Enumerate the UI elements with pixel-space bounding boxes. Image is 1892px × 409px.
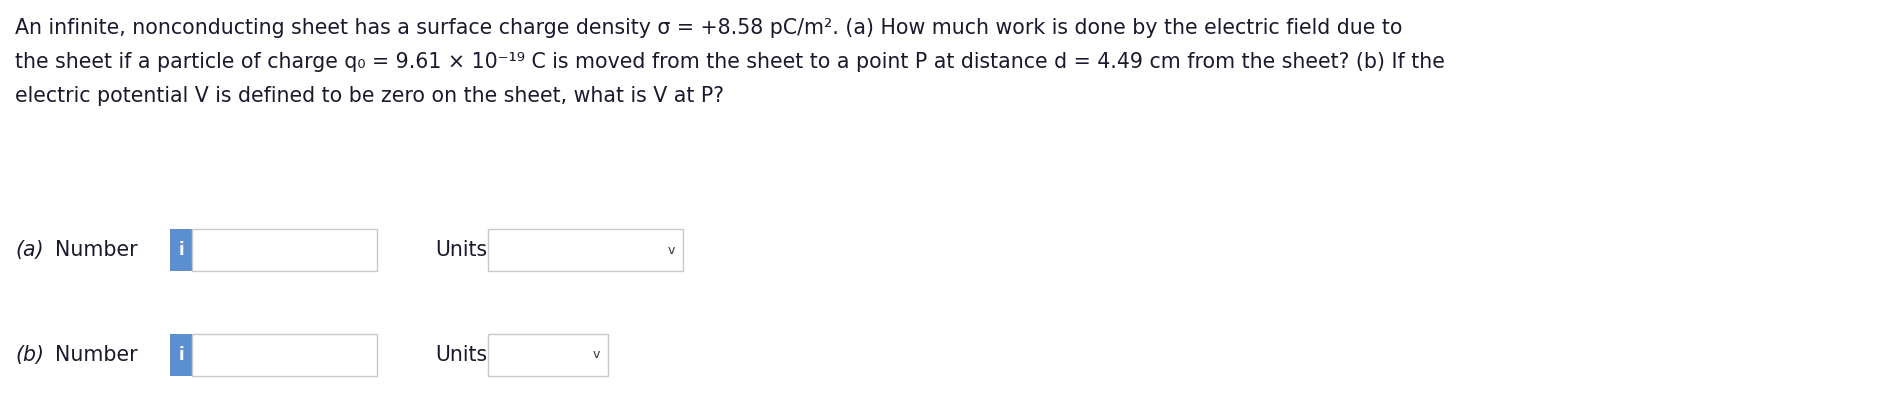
Text: Number: Number: [55, 240, 138, 260]
Text: v: v: [668, 243, 675, 256]
FancyBboxPatch shape: [170, 334, 191, 376]
Text: Units: Units: [435, 240, 486, 260]
Text: An infinite, nonconducting sheet has a surface charge density σ = +8.58 pC/m². (: An infinite, nonconducting sheet has a s…: [15, 18, 1402, 38]
Text: Number: Number: [55, 345, 138, 365]
Text: (a): (a): [15, 240, 44, 260]
Text: v: v: [592, 348, 600, 362]
Text: i: i: [178, 346, 184, 364]
Text: (b): (b): [15, 345, 44, 365]
Text: Units: Units: [435, 345, 486, 365]
FancyBboxPatch shape: [170, 229, 191, 271]
Text: electric potential V is defined to be zero on the sheet, what is V at P?: electric potential V is defined to be ze…: [15, 86, 725, 106]
Text: the sheet if a particle of charge q₀ = 9.61 × 10⁻¹⁹ C is moved from the sheet to: the sheet if a particle of charge q₀ = 9…: [15, 52, 1445, 72]
FancyBboxPatch shape: [488, 334, 607, 376]
Text: i: i: [178, 241, 184, 259]
FancyBboxPatch shape: [191, 229, 377, 271]
FancyBboxPatch shape: [488, 229, 683, 271]
FancyBboxPatch shape: [191, 334, 377, 376]
